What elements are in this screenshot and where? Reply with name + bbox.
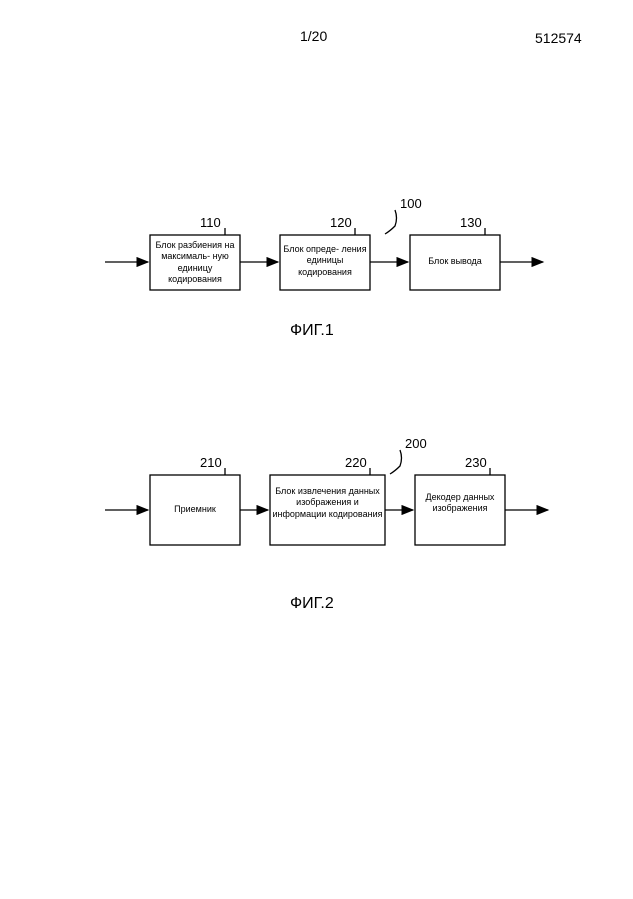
fig2-block1-label: Приемник: [152, 504, 238, 515]
fig2-block3-label: Декодер данных изображения: [417, 492, 503, 515]
fig2-caption: ФИГ.2: [290, 595, 334, 613]
page: 1/20 512574 110 120 130 100 Блок р: [0, 0, 633, 899]
fig2-ref-210: 210: [200, 455, 222, 470]
fig2-ref-230: 230: [465, 455, 487, 470]
fig2-block2-label: Блок извлечения данных изображения и инф…: [272, 486, 383, 520]
fig2-ref-main: 200: [405, 436, 427, 451]
fig2-ref-220: 220: [345, 455, 367, 470]
